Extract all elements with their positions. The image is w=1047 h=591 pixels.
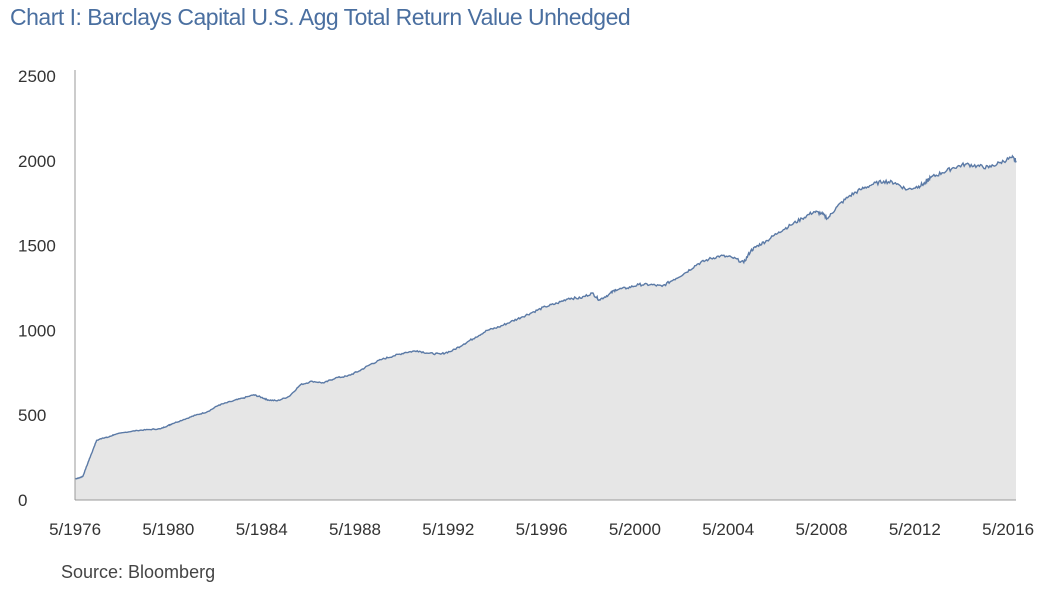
x-tick-label: 5/1988: [329, 520, 381, 539]
axes: [74, 70, 1016, 501]
x-tick-label: 5/2004: [702, 520, 754, 539]
x-tick-label: 5/1984: [236, 520, 288, 539]
series-line: [74, 154, 1017, 480]
x-tick-label: 5/2000: [609, 520, 661, 539]
x-tick-label: 5/2012: [889, 520, 941, 539]
y-tick-label: 2000: [18, 152, 56, 171]
x-axis-ticks: 5/1976 5/1980 5/1984 5/1988 5/1992 5/1996 5/20…: [49, 520, 1034, 539]
y-tick-label: 1000: [18, 321, 56, 340]
x-tick-label: 5/1976: [49, 520, 101, 539]
source-note: Source: Bloomberg: [61, 562, 216, 582]
y-tick-label: 1500: [18, 237, 56, 256]
x-tick-label: 5/2008: [796, 520, 848, 539]
x-tick-label: 5/2016: [982, 520, 1034, 539]
plot-area: [74, 154, 1017, 500]
y-axis-ticks: 0 500 1000 1500 2000 2500: [18, 67, 56, 510]
y-tick-label: 2500: [18, 67, 56, 86]
chart-title: Chart I: Barclays Capital U.S. Agg Total…: [10, 4, 631, 30]
x-tick-label: 5/1996: [516, 520, 568, 539]
x-tick-label: 5/1992: [422, 520, 474, 539]
y-tick-label: 0: [18, 491, 27, 510]
y-tick-label: 500: [18, 406, 46, 425]
series-area: [75, 156, 1016, 500]
x-tick-label: 5/1980: [142, 520, 194, 539]
